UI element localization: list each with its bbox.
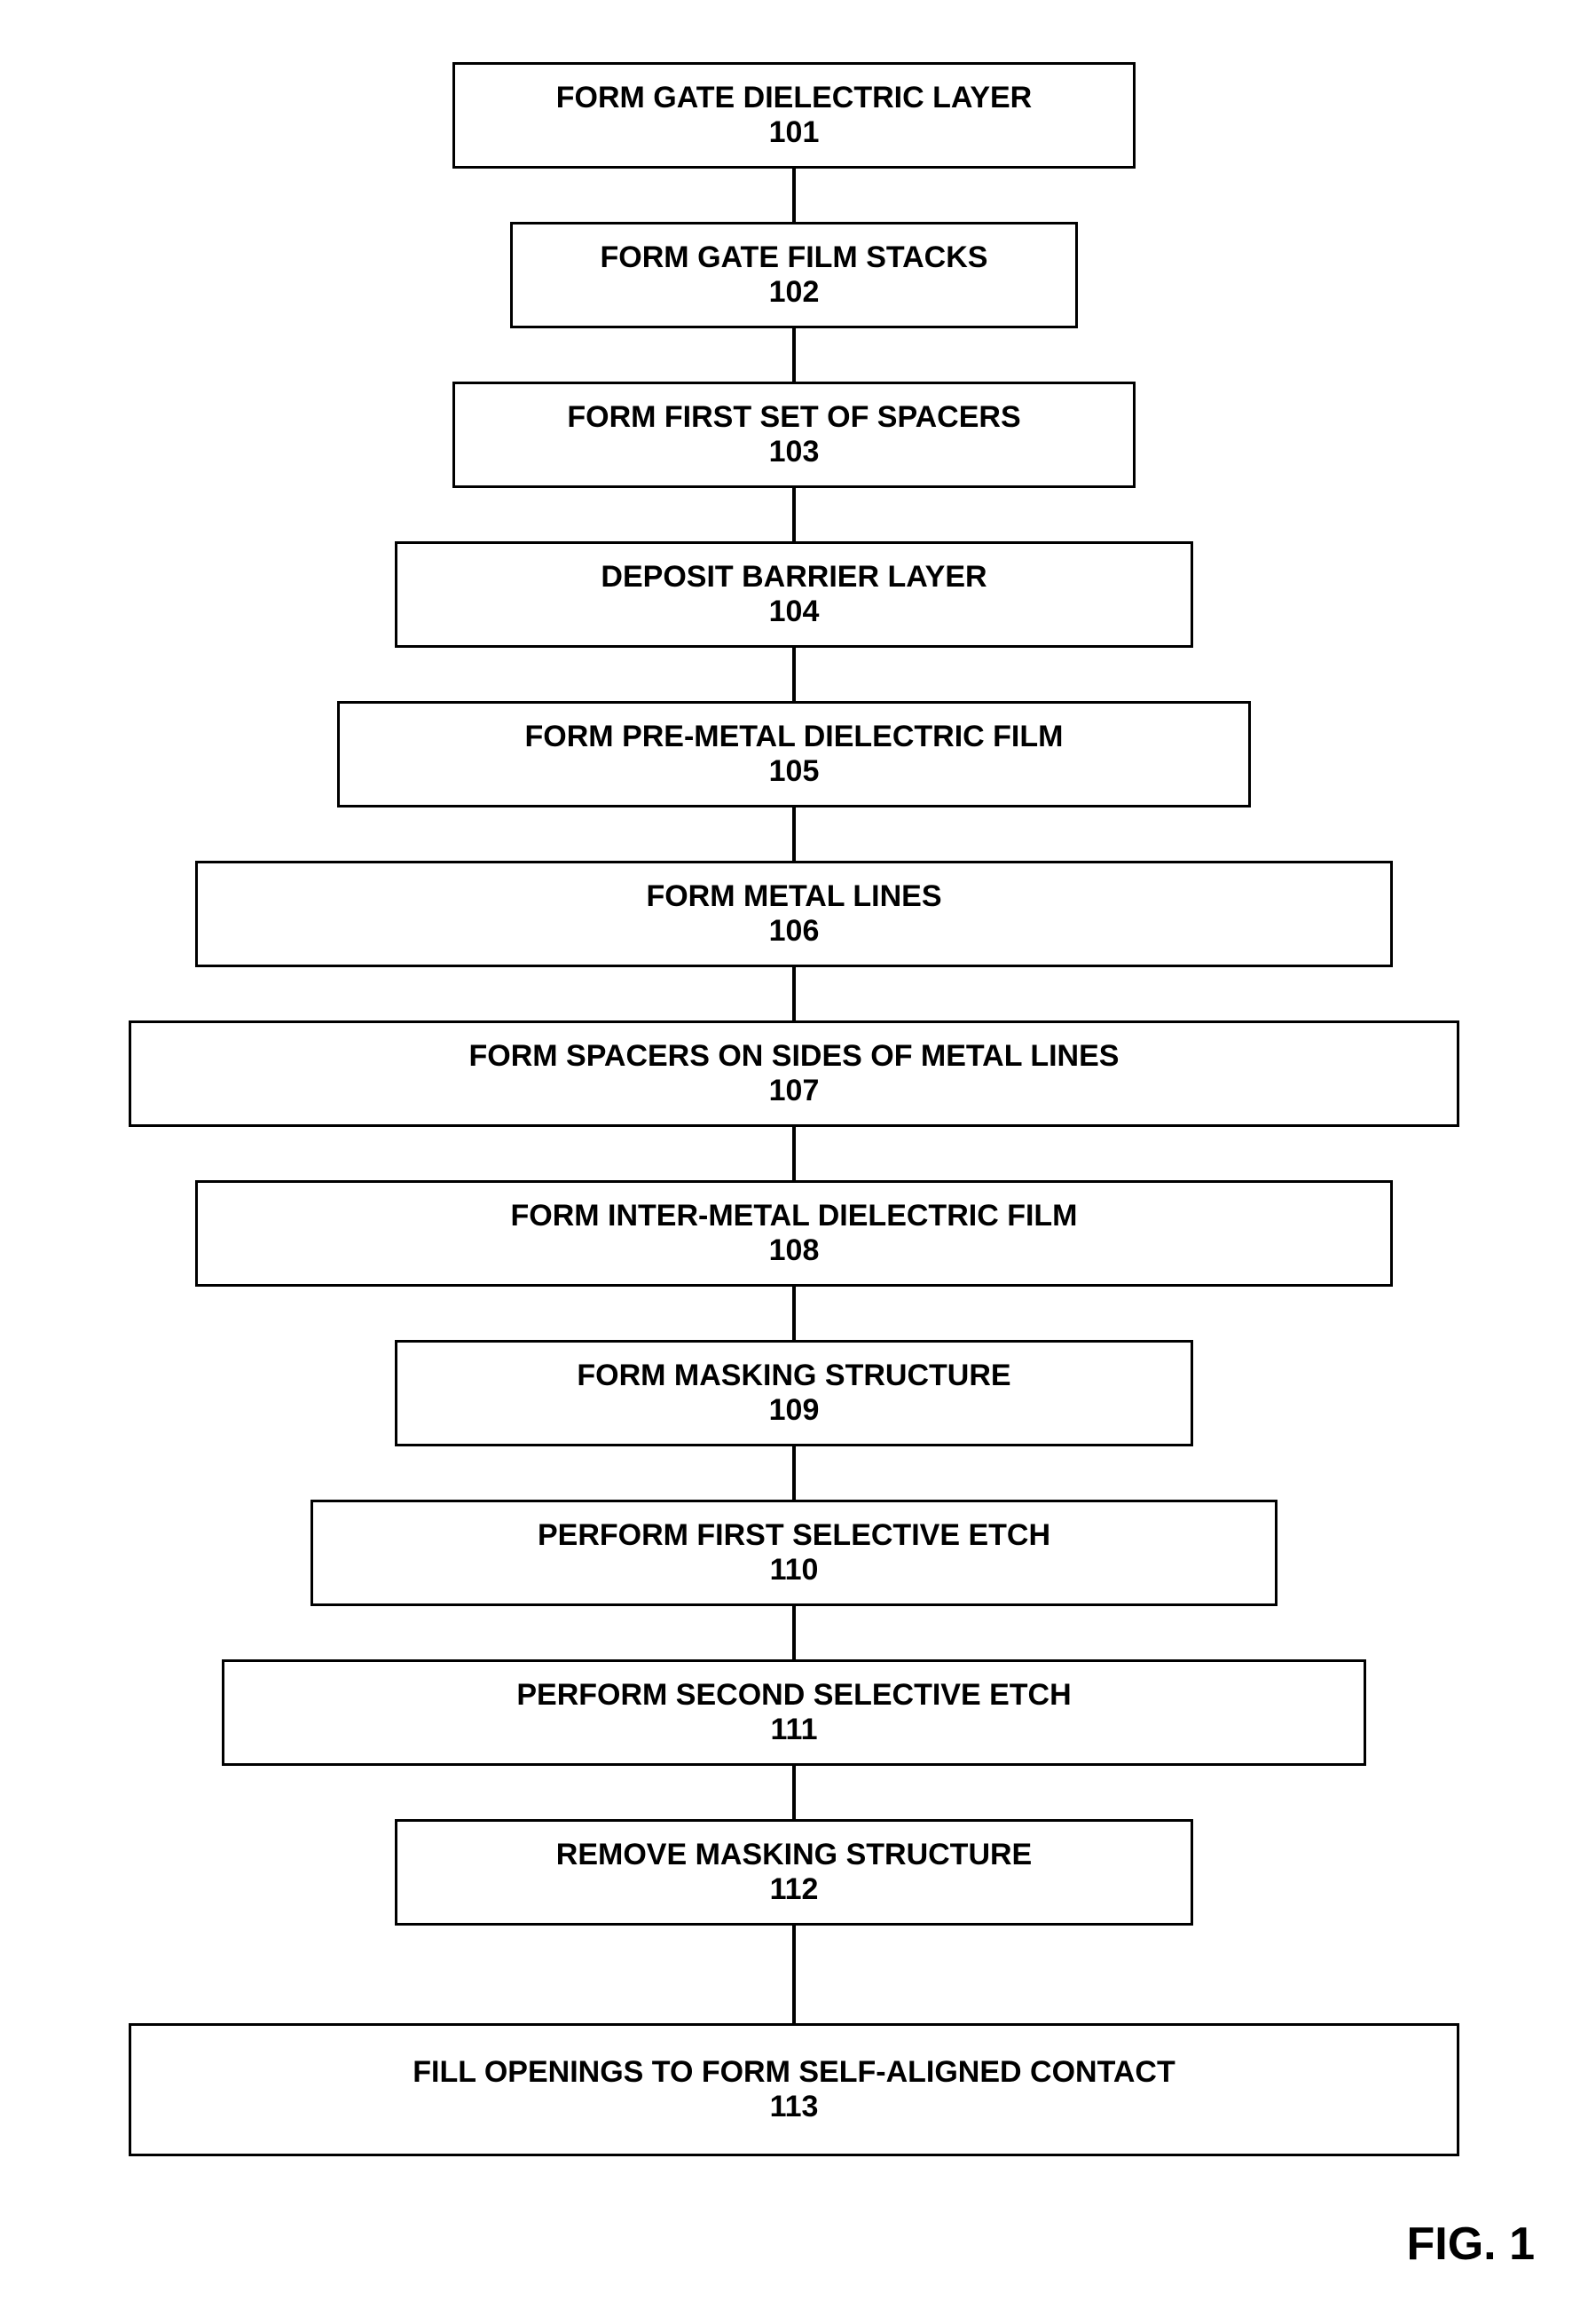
flow-node-number: 104 — [769, 595, 820, 629]
flow-node-label: FILL OPENINGS TO FORM SELF-ALIGNED CONTA… — [413, 2055, 1175, 2090]
flow-node-111: PERFORM SECOND SELECTIVE ETCH111 — [222, 1659, 1366, 1766]
flow-node-label: FORM GATE DIELECTRIC LAYER — [556, 81, 1032, 115]
flow-node-label: FORM SPACERS ON SIDES OF METAL LINES — [469, 1039, 1120, 1074]
connector — [792, 1606, 796, 1659]
flow-node-109: FORM MASKING STRUCTURE109 — [395, 1340, 1193, 1446]
flow-node-number: 110 — [770, 1553, 819, 1587]
figure-label: FIG. 1 — [1407, 2218, 1535, 2271]
flow-node-label: REMOVE MASKING STRUCTURE — [556, 1838, 1032, 1872]
connector — [792, 807, 796, 861]
flow-node-number: 112 — [770, 1872, 819, 1907]
flow-node-number: 105 — [769, 754, 820, 789]
flow-node-number: 108 — [769, 1233, 820, 1268]
flow-node-number: 106 — [769, 914, 820, 949]
flow-node-107: FORM SPACERS ON SIDES OF METAL LINES107 — [129, 1020, 1459, 1127]
flow-node-number: 109 — [769, 1393, 820, 1428]
flow-node-label: DEPOSIT BARRIER LAYER — [601, 560, 987, 595]
connector — [792, 328, 796, 382]
connector — [792, 488, 796, 541]
flow-node-number: 101 — [769, 115, 820, 150]
flow-node-label: FORM MASKING STRUCTURE — [577, 1359, 1010, 1393]
flowchart-page: FORM GATE DIELECTRIC LAYER101 FORM GATE F… — [0, 0, 1588, 2324]
flow-node-label: FORM INTER-METAL DIELECTRIC FILM — [510, 1199, 1077, 1233]
flow-node-label: PERFORM FIRST SELECTIVE ETCH — [538, 1518, 1050, 1553]
connector — [792, 1287, 796, 1340]
flow-node-108: FORM INTER-METAL DIELECTRIC FILM108 — [195, 1180, 1393, 1287]
connector — [792, 1926, 796, 2023]
flow-node-104: DEPOSIT BARRIER LAYER104 — [395, 541, 1193, 648]
connector — [792, 967, 796, 1020]
flow-node-label: FORM METAL LINES — [646, 879, 941, 914]
connector — [792, 1127, 796, 1180]
connector — [792, 1446, 796, 1500]
flow-node-number: 102 — [769, 275, 820, 310]
flow-node-label: FORM FIRST SET OF SPACERS — [567, 400, 1020, 435]
flow-node-113: FILL OPENINGS TO FORM SELF-ALIGNED CONTA… — [129, 2023, 1459, 2156]
flow-node-label: FORM PRE-METAL DIELECTRIC FILM — [525, 720, 1064, 754]
connector — [792, 648, 796, 701]
flow-node-label: FORM GATE FILM STACKS — [601, 240, 988, 275]
flow-node-number: 113 — [770, 2090, 819, 2124]
flow-node-number: 103 — [769, 435, 820, 469]
flow-node-103: FORM FIRST SET OF SPACERS103 — [452, 382, 1136, 488]
flow-node-105: FORM PRE-METAL DIELECTRIC FILM105 — [337, 701, 1251, 807]
flow-node-number: 107 — [769, 1074, 820, 1108]
flow-node-112: REMOVE MASKING STRUCTURE112 — [395, 1819, 1193, 1926]
connector — [792, 1766, 796, 1819]
flow-node-number: 111 — [771, 1713, 818, 1747]
connector — [792, 169, 796, 222]
flow-node-101: FORM GATE DIELECTRIC LAYER101 — [452, 62, 1136, 169]
flow-node-label: PERFORM SECOND SELECTIVE ETCH — [516, 1678, 1071, 1713]
flow-node-110: PERFORM FIRST SELECTIVE ETCH110 — [311, 1500, 1277, 1606]
flow-node-106: FORM METAL LINES106 — [195, 861, 1393, 967]
flow-node-102: FORM GATE FILM STACKS102 — [510, 222, 1078, 328]
